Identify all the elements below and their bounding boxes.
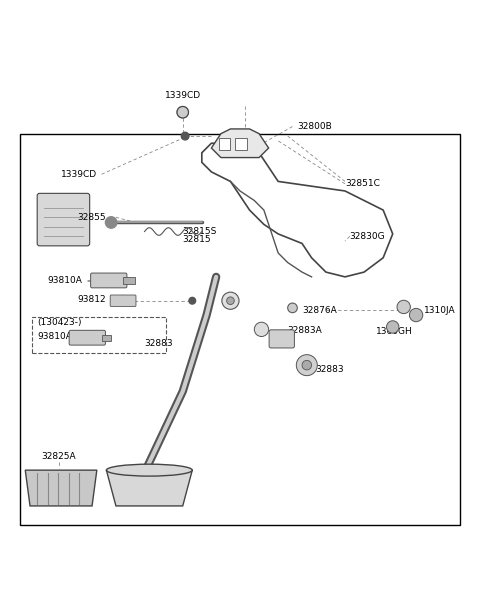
Text: 1310JA: 1310JA	[424, 306, 456, 315]
Circle shape	[254, 322, 269, 337]
Text: 93810A: 93810A	[48, 276, 83, 285]
Bar	[123, 277, 135, 284]
Text: 93812: 93812	[78, 295, 107, 304]
FancyBboxPatch shape	[69, 331, 106, 345]
Text: 32800B: 32800B	[297, 122, 332, 131]
PathPatch shape	[25, 470, 97, 506]
Circle shape	[222, 292, 239, 309]
Text: 32815S: 32815S	[183, 227, 217, 236]
Text: 1339CD: 1339CD	[60, 170, 97, 179]
Circle shape	[106, 217, 117, 228]
Text: 32851C: 32851C	[345, 179, 380, 188]
Circle shape	[177, 106, 189, 118]
Circle shape	[288, 303, 297, 313]
Text: 32883: 32883	[144, 339, 173, 348]
Circle shape	[302, 360, 312, 370]
Bar	[102, 335, 111, 341]
Circle shape	[296, 354, 317, 376]
Text: (130423-): (130423-)	[37, 318, 82, 327]
Text: 1339CD: 1339CD	[165, 91, 201, 100]
Circle shape	[386, 321, 399, 333]
Circle shape	[227, 297, 234, 304]
Circle shape	[397, 300, 410, 313]
Bar	[33, 318, 166, 353]
Text: 1360GH: 1360GH	[376, 327, 413, 336]
Bar	[218, 139, 230, 150]
Ellipse shape	[107, 464, 192, 476]
Text: 32830G: 32830G	[350, 232, 385, 241]
Circle shape	[409, 309, 423, 322]
Text: 93810A: 93810A	[37, 332, 72, 341]
Bar	[235, 139, 247, 150]
FancyBboxPatch shape	[91, 273, 127, 288]
Text: 32855: 32855	[78, 213, 107, 222]
Text: 32876A: 32876A	[302, 306, 337, 315]
Text: 32883: 32883	[315, 365, 344, 375]
PathPatch shape	[211, 129, 269, 158]
Circle shape	[177, 106, 189, 118]
FancyBboxPatch shape	[37, 193, 90, 246]
Circle shape	[181, 132, 189, 140]
FancyBboxPatch shape	[110, 295, 136, 307]
FancyBboxPatch shape	[269, 330, 294, 348]
Text: 32825A: 32825A	[41, 452, 76, 461]
Bar	[21, 134, 459, 525]
Circle shape	[189, 298, 196, 304]
Circle shape	[288, 303, 297, 313]
PathPatch shape	[107, 470, 192, 506]
Text: 32883A: 32883A	[288, 326, 323, 335]
Text: 32815: 32815	[183, 235, 211, 244]
